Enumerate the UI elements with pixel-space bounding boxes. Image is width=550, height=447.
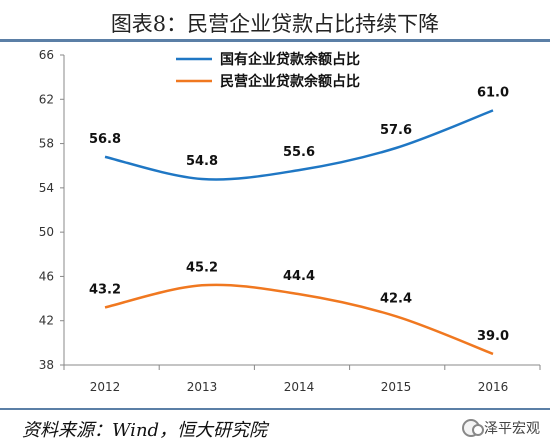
data-label: 42.4 xyxy=(380,291,412,306)
y-tick-label: 38 xyxy=(39,358,54,372)
data-label: 61.0 xyxy=(477,85,509,100)
watermark: 泽平宏观 xyxy=(462,418,540,438)
data-label: 39.0 xyxy=(477,329,509,344)
y-tick-label: 66 xyxy=(39,48,54,62)
y-tick-label: 58 xyxy=(39,137,54,151)
footer: 资料来源：Wind，恒大研究院 泽平宏观 xyxy=(0,408,550,447)
series-line-1 xyxy=(104,109,494,181)
y-tick-label: 42 xyxy=(39,314,54,328)
watermark-text: 泽平宏观 xyxy=(484,421,540,437)
data-label: 55.6 xyxy=(283,145,315,160)
x-tick-label: 2013 xyxy=(187,380,218,394)
line-chart: 38 42 46 50 54 58 62 66 2012 2013 2014 2015 2016 56.8… xyxy=(39,48,541,394)
y-tick-label: 46 xyxy=(39,269,54,283)
legend-label-1: 国有企业贷款余额占比 xyxy=(220,51,360,68)
data-label: 56.8 xyxy=(89,132,121,147)
data-label: 44.4 xyxy=(283,269,315,284)
y-tick-label: 54 xyxy=(39,181,54,195)
y-tick-label: 50 xyxy=(39,225,54,239)
wechat-icon xyxy=(462,419,484,437)
x-tick-label: 2012 xyxy=(90,380,121,394)
title-bar: 图表8：民营企业贷款占比持续下降 xyxy=(0,0,550,42)
source-note: 资料来源：Wind，恒大研究院 xyxy=(22,420,268,441)
series-line-2 xyxy=(104,283,494,356)
data-label: 43.2 xyxy=(89,282,121,297)
chart-title: 图表8：民营企业贷款占比持续下降 xyxy=(110,12,440,36)
x-tick-label: 2014 xyxy=(284,380,315,394)
legend-label-2: 民营企业贷款余额占比 xyxy=(220,73,360,90)
data-label: 45.2 xyxy=(186,260,218,275)
x-tick-label: 2015 xyxy=(381,380,412,394)
data-label: 57.6 xyxy=(380,123,412,138)
y-tick-label: 62 xyxy=(39,92,54,106)
x-tick-label: 2016 xyxy=(478,380,509,394)
data-label: 54.8 xyxy=(186,154,218,169)
